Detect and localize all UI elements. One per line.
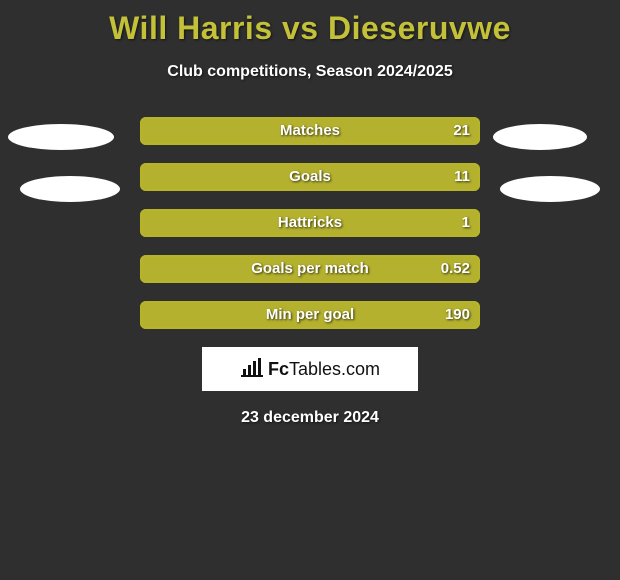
stat-row: Hattricks1	[0, 209, 620, 237]
stat-row: Goals per match0.52	[0, 255, 620, 283]
stat-bar-outline	[140, 209, 480, 237]
stat-row: Min per goal190	[0, 301, 620, 329]
comparison-chart: Matches21 Goals11 Hattricks1 Goals per matc…	[0, 117, 620, 329]
stat-bar-outline	[140, 255, 480, 283]
stat-bar-outline	[140, 163, 480, 191]
logo-text: FcTables.com	[268, 359, 380, 380]
chart-icon	[240, 357, 264, 382]
stat-bar-outline	[140, 301, 480, 329]
stat-bar-outline	[140, 117, 480, 145]
date-label: 23 december 2024	[0, 409, 620, 427]
fctables-logo: FcTables.com	[202, 347, 418, 391]
stat-row: Matches21	[0, 117, 620, 145]
page-subtitle: Club competitions, Season 2024/2025	[0, 63, 620, 81]
page-title: Will Harris vs Dieseruvwe	[0, 0, 620, 47]
stat-row: Goals11	[0, 163, 620, 191]
